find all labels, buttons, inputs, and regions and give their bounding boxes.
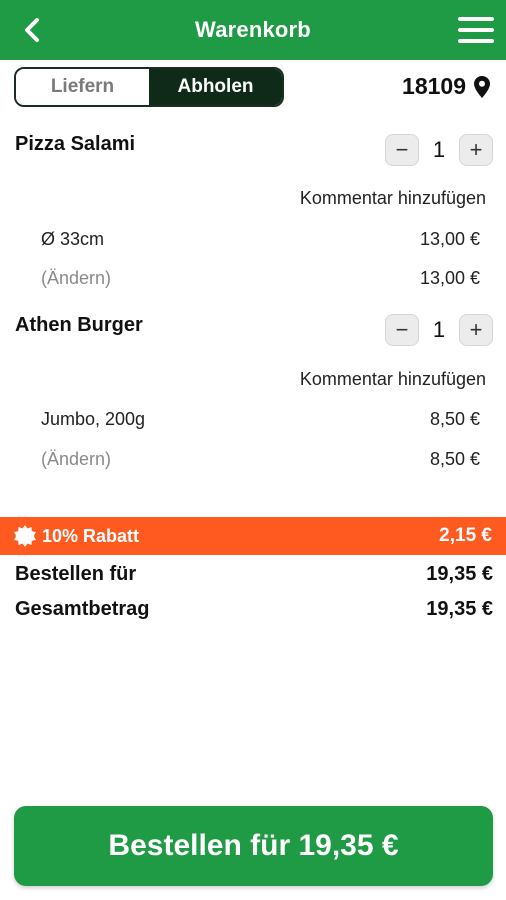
decrease-quantity-button[interactable]: − bbox=[385, 134, 419, 166]
discount-label: 10% Rabatt bbox=[42, 525, 140, 546]
delivery-mode-toggle: Liefern Abholen bbox=[14, 67, 284, 107]
item-option-row: Jumbo, 200g 8,50 € bbox=[41, 409, 480, 430]
option-label: Ø 33cm bbox=[41, 229, 105, 249]
option-price: 8,50 € bbox=[429, 409, 480, 429]
quantity-stepper: − 1 + bbox=[385, 314, 493, 346]
option-label: Jumbo, 200g bbox=[41, 409, 146, 429]
increase-quantity-button[interactable]: + bbox=[459, 314, 493, 346]
order-for-value: 19,35 € bbox=[426, 563, 493, 585]
discount-banner: 10% Rabatt 2,15 € bbox=[0, 517, 506, 555]
change-item-link[interactable]: (Ändern) bbox=[41, 268, 112, 288]
chevron-left-icon bbox=[25, 18, 39, 42]
item-change-row: (Ändern) 8,50 € bbox=[41, 449, 480, 470]
hamburger-icon bbox=[458, 17, 494, 43]
quantity-value: 1 bbox=[432, 317, 446, 342]
location-selector[interactable]: 18109 bbox=[402, 73, 490, 100]
item-line-total: 13,00 € bbox=[419, 268, 480, 288]
back-button[interactable] bbox=[16, 14, 48, 46]
menu-button[interactable] bbox=[456, 13, 496, 47]
badge-icon bbox=[14, 525, 36, 547]
discount-label-group: 10% Rabatt bbox=[14, 525, 139, 547]
option-price: 13,00 € bbox=[419, 229, 480, 249]
item-name: Athen Burger bbox=[15, 314, 143, 336]
order-for-label: Bestellen für bbox=[15, 563, 137, 585]
item-change-row: (Ändern) 13,00 € bbox=[41, 268, 480, 289]
item-name: Pizza Salami bbox=[15, 133, 136, 155]
change-item-link[interactable]: (Ändern) bbox=[41, 449, 112, 469]
map-pin-icon bbox=[474, 75, 490, 98]
increase-quantity-button[interactable]: + bbox=[459, 134, 493, 166]
place-order-button[interactable]: Bestellen für 19,35 € bbox=[14, 806, 493, 886]
app-header: Warenkorb bbox=[0, 0, 506, 60]
page-title: Warenkorb bbox=[195, 17, 311, 42]
total-row: Gesamtbetrag 19,35 € bbox=[15, 598, 493, 621]
add-comment-link[interactable]: Kommentar hinzufügen bbox=[299, 188, 486, 208]
item-option-row: Ø 33cm 13,00 € bbox=[41, 229, 480, 250]
order-for-row: Bestellen für 19,35 € bbox=[15, 563, 493, 586]
discount-amount: 2,15 € bbox=[439, 525, 492, 546]
deliver-tab[interactable]: Liefern bbox=[16, 69, 149, 105]
decrease-quantity-button[interactable]: − bbox=[385, 314, 419, 346]
item-line-total: 8,50 € bbox=[429, 449, 480, 469]
total-label: Gesamtbetrag bbox=[15, 598, 150, 620]
zip-code: 18109 bbox=[402, 73, 466, 99]
pickup-tab[interactable]: Abholen bbox=[149, 69, 282, 105]
quantity-value: 1 bbox=[432, 137, 446, 162]
add-comment-link[interactable]: Kommentar hinzufügen bbox=[299, 369, 486, 389]
quantity-stepper: − 1 + bbox=[385, 134, 493, 166]
total-value: 19,35 € bbox=[426, 598, 493, 620]
